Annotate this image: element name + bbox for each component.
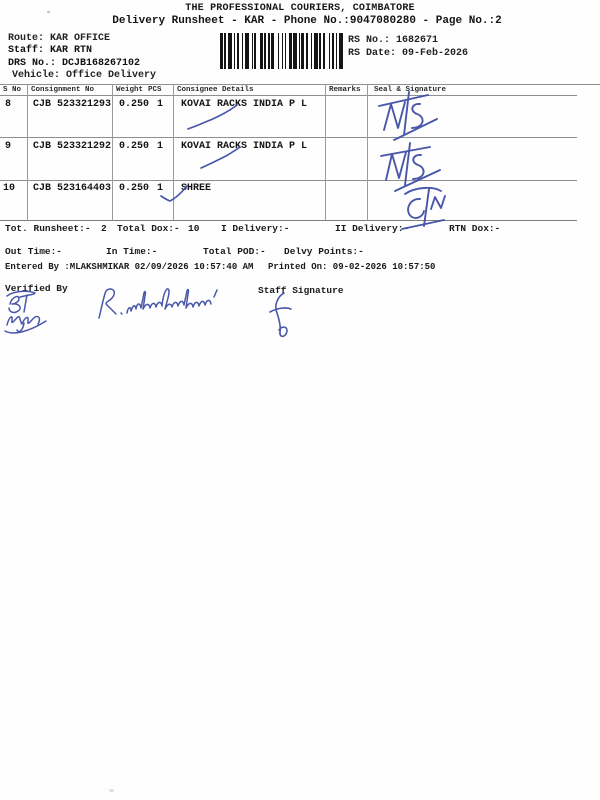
document-title: THE PROFESSIONAL COURIERS, COIMBATORE — [185, 3, 415, 14]
row-consignee: KOVAI RACKS INDIA P L — [181, 99, 308, 110]
rs-date-line: RS Date: 09-Feb-2026 — [348, 48, 469, 59]
row-pcs: 1 — [157, 99, 164, 110]
table-border-top — [0, 84, 600, 85]
tot-runsheet-value: 2 — [101, 223, 107, 234]
table-border-bottom — [0, 220, 577, 221]
rtn-dox-label: RTN Dox:- — [449, 223, 501, 234]
seal-nts-row-9 — [380, 142, 441, 192]
vehicle-line: Vehicle: Office Delivery — [12, 70, 157, 81]
route-line: Route: KAR OFFICE — [8, 33, 111, 44]
in-time-label: In Time:- — [106, 246, 158, 257]
col-s-no: S No — [3, 86, 22, 94]
col-remarks: Remarks — [329, 86, 361, 94]
row-consignee: SHREE — [181, 183, 212, 194]
row-pcs: 1 — [157, 141, 164, 152]
table-vline-5 — [367, 84, 368, 221]
staff-line: Staff: KAR RTN — [8, 45, 93, 56]
rs-no-line: RS No.: 1682671 — [348, 35, 439, 46]
verified-by-signature — [4, 290, 47, 334]
total-dox-value: 10 — [188, 223, 200, 234]
scan-speck — [47, 11, 50, 13]
col-seal-signature: Seal & Signature — [374, 86, 447, 94]
row-consignee: KOVAI RACKS INDIA P L — [181, 141, 308, 152]
document-subtitle: Delivery Runsheet - KAR - Phone No.:9047… — [112, 15, 502, 27]
table-border-header — [0, 95, 577, 96]
row-consignment-no: CJB 523321292 — [33, 141, 112, 152]
row-s-no: 9 — [5, 141, 12, 152]
table-vline-1 — [27, 84, 28, 221]
barcode — [220, 33, 346, 69]
staff-signature-mark — [269, 292, 292, 338]
row-s-no: 8 — [5, 99, 12, 110]
staff-signature-label: Staff Signature — [258, 285, 344, 296]
row-pcs: 1 — [157, 183, 164, 194]
table-border-row2 — [0, 180, 577, 181]
col-consignment-no: Consignment No — [31, 86, 95, 94]
printed-on-line: Printed On: 09-02-2026 10:57:50 — [268, 262, 436, 272]
seal-nts-row-8 — [378, 91, 438, 141]
col-pcs: PCS — [148, 86, 162, 94]
row-s-no: 10 — [3, 183, 16, 194]
table-vline-4 — [325, 84, 326, 221]
row-weight: 0.250 — [119, 141, 150, 152]
total-dox-label: Total Dox:- — [117, 223, 180, 234]
i-delivery-label: I Delivery:- — [221, 223, 290, 234]
ii-delivery-label: II Delivery:- — [335, 223, 410, 234]
out-time-label: Out Time:- — [5, 246, 63, 257]
scan-speck — [109, 789, 114, 792]
table-border-row1 — [0, 137, 577, 138]
total-pod-label: Total POD:- — [203, 246, 266, 257]
entered-by-line: Entered By :MLAKSHMIKAR 02/09/2026 10:57… — [5, 262, 254, 272]
table-vline-3 — [173, 84, 174, 221]
verifier-name-signature — [98, 288, 218, 319]
col-consignee-details: Consignee Details — [177, 86, 254, 94]
row-consignment-no: CJB 523164403 — [33, 183, 112, 194]
verified-by-label: Verified By — [5, 283, 68, 294]
tot-runsheet-label: Tot. Runsheet:- — [5, 223, 91, 234]
table-vline-2 — [112, 84, 113, 221]
delvy-points-label: Delvy Points:- — [284, 246, 364, 257]
row-weight: 0.250 — [119, 99, 150, 110]
row-weight: 0.250 — [119, 183, 150, 194]
drs-no-line: DRS No.: DCJB168267102 — [8, 58, 141, 69]
col-weight: Weight — [116, 86, 144, 94]
row-consignment-no: CJB 523321293 — [33, 99, 112, 110]
